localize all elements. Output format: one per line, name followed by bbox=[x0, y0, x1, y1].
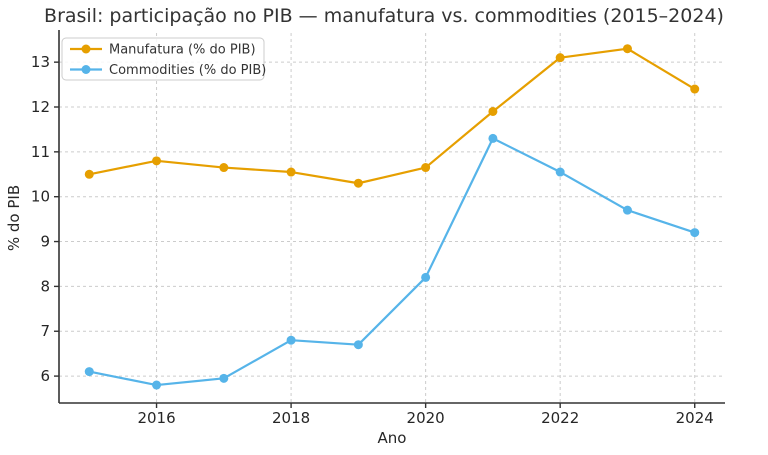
data-point bbox=[219, 163, 229, 173]
y-tick-label-12: 12 bbox=[31, 98, 50, 116]
y-tick-label-11: 11 bbox=[31, 143, 50, 161]
data-point bbox=[622, 44, 632, 54]
x-axis-label: Ano bbox=[377, 429, 407, 447]
data-point bbox=[488, 133, 498, 143]
x-tick-label-2020: 2020 bbox=[407, 409, 445, 427]
y-tick-label-13: 13 bbox=[31, 53, 50, 71]
legend-item-1: Commodities (% do PIB) bbox=[70, 63, 266, 78]
data-point bbox=[152, 380, 162, 390]
y-tick-label-7: 7 bbox=[40, 322, 50, 340]
legend-marker bbox=[81, 65, 91, 74]
data-point bbox=[152, 156, 162, 166]
data-point bbox=[286, 335, 296, 345]
data-point bbox=[84, 169, 94, 179]
y-tick-label-9: 9 bbox=[40, 233, 50, 251]
data-point bbox=[622, 205, 632, 215]
x-tick-label-2018: 2018 bbox=[272, 409, 310, 427]
data-point bbox=[353, 178, 363, 188]
data-point bbox=[286, 167, 296, 177]
data-point bbox=[219, 373, 229, 383]
series-1 bbox=[84, 133, 700, 390]
x-tick-label-2016: 2016 bbox=[137, 409, 175, 427]
x-tick-label-2024: 2024 bbox=[676, 409, 714, 427]
series-line-0 bbox=[89, 47, 696, 185]
data-point bbox=[555, 167, 565, 177]
data-point bbox=[421, 272, 431, 282]
series-line-1 bbox=[89, 137, 696, 387]
legend-label-1: Commodities (% do PIB) bbox=[109, 63, 266, 78]
ticks bbox=[54, 61, 696, 408]
data-point bbox=[555, 53, 565, 63]
data-point bbox=[690, 228, 700, 238]
legend: Manufatura (% do PIB) Commodities (% do P… bbox=[61, 37, 266, 81]
data-point bbox=[84, 367, 94, 377]
axes-spines bbox=[58, 30, 725, 404]
gridlines bbox=[59, 33, 725, 403]
legend-label-0: Manufatura (% do PIB) bbox=[109, 43, 256, 58]
tick-labels: 2016 2018 2020 2022 2024 6 7 8 9 10 11 12 13 bbox=[31, 53, 714, 427]
data-point bbox=[488, 106, 498, 116]
legend-box bbox=[61, 37, 265, 81]
y-tick-label-8: 8 bbox=[40, 277, 50, 295]
x-tick-label-2022: 2022 bbox=[541, 409, 579, 427]
data-point bbox=[690, 84, 700, 94]
y-tick-label-6: 6 bbox=[40, 367, 50, 385]
data-point bbox=[421, 163, 431, 173]
legend-item-0: Manufatura (% do PIB) bbox=[70, 43, 256, 58]
data-point bbox=[353, 340, 363, 350]
y-tick-label-10: 10 bbox=[31, 188, 50, 206]
series-0 bbox=[84, 44, 700, 188]
legend-marker bbox=[81, 44, 91, 54]
chart-title: Brasil: participação no PIB — manufatura… bbox=[44, 5, 724, 27]
y-axis-label-text: % do PIB bbox=[5, 184, 23, 252]
